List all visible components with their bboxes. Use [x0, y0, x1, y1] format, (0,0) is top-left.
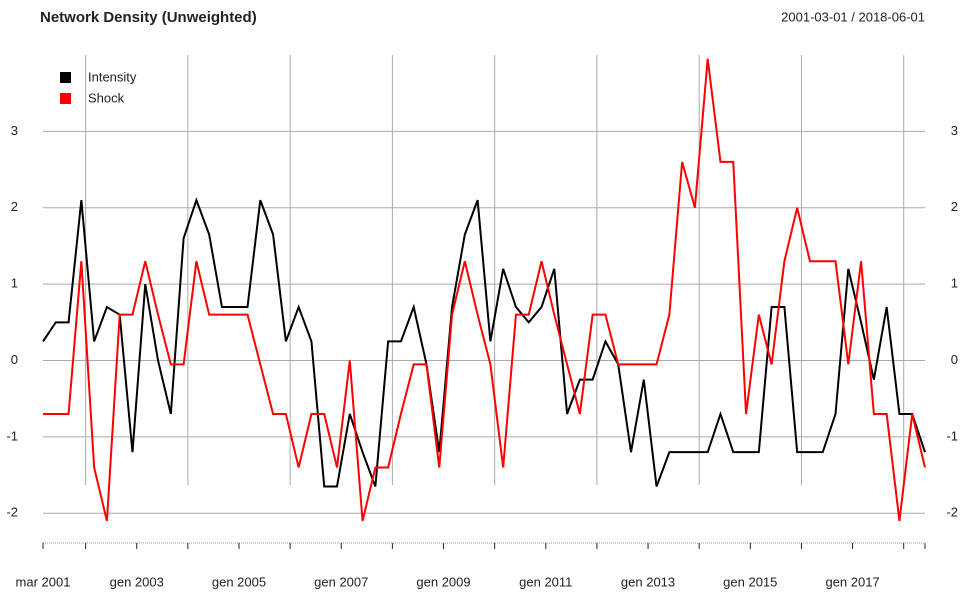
y-tick-label-right: 2 — [951, 199, 958, 214]
legend-label: Shock — [88, 90, 125, 105]
y-tick-label-right: -2 — [946, 505, 958, 520]
y-tick-label-right: 0 — [951, 352, 958, 367]
x-tick-label: gen 2009 — [416, 574, 470, 589]
x-tick-label: gen 2011 — [519, 574, 572, 589]
date-range: 2001-03-01 / 2018-06-01 — [781, 9, 925, 24]
legend-swatch — [60, 72, 71, 83]
legend-label: Intensity — [88, 69, 137, 84]
y-tick-label: 2 — [11, 199, 18, 214]
x-tick-label: gen 2015 — [723, 574, 777, 589]
y-tick-label: 0 — [11, 352, 18, 367]
legend-swatch — [60, 93, 71, 104]
y-tick-label: -1 — [6, 428, 18, 443]
series-line — [43, 58, 926, 522]
x-tick-label: gen 2017 — [825, 574, 879, 589]
y-tick-label-right: 1 — [951, 276, 958, 291]
x-tick-label: gen 2003 — [110, 574, 164, 589]
y-tick-label-right: -1 — [946, 428, 958, 443]
x-tick-label: gen 2007 — [314, 574, 368, 589]
y-tick-label: 1 — [11, 276, 18, 291]
y-tick-label: 3 — [11, 123, 18, 138]
y-tick-label-right: 3 — [951, 123, 958, 138]
x-tick-label: gen 2013 — [621, 574, 675, 589]
x-tick-label: gen 2005 — [212, 574, 266, 589]
x-tick-label: mar 2001 — [16, 574, 71, 589]
y-tick-label: -2 — [6, 505, 18, 520]
chart-title: Network Density (Unweighted) — [40, 9, 257, 26]
